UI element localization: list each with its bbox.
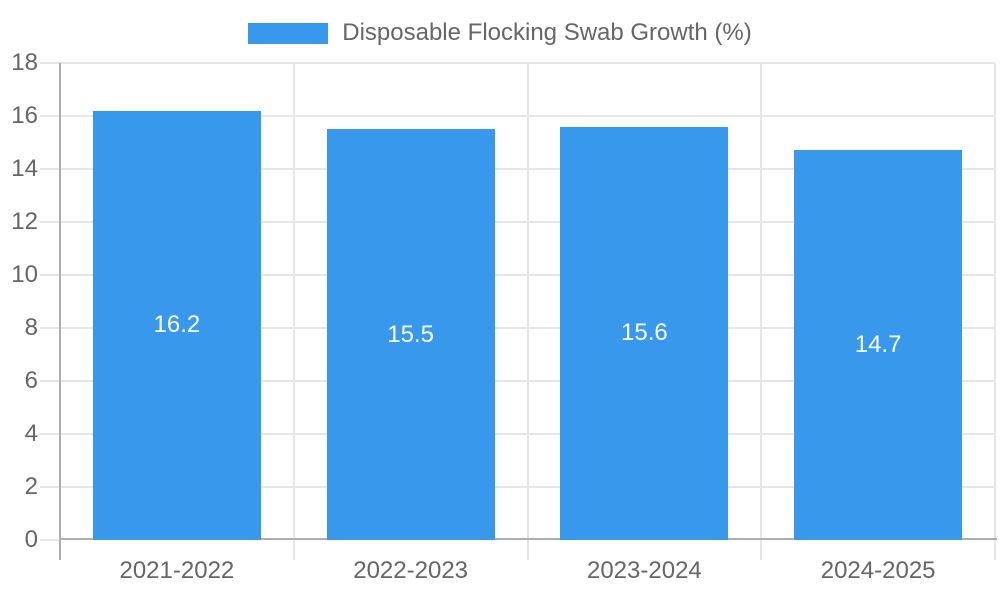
y-tick-label: 16 <box>11 102 38 129</box>
plot-area: 16.2 15.5 15.6 14.7 <box>40 62 997 560</box>
y-tick-label: 6 <box>24 367 38 394</box>
x-gridline <box>760 63 763 560</box>
y-tick-label: 14 <box>11 155 38 182</box>
y-tick-mark <box>40 486 60 488</box>
chart-legend[interactable]: Disposable Flocking Swab Growth (%) <box>0 19 1000 47</box>
y-tick-mark <box>40 168 60 170</box>
y-tick-label: 4 <box>24 420 38 447</box>
y-tick-label: 10 <box>11 261 38 288</box>
x-gridline <box>994 63 996 560</box>
y-tick-label: 2 <box>24 473 38 500</box>
y-tick-label: 18 <box>11 49 38 76</box>
x-tick-label: 2022-2023 <box>353 557 469 584</box>
x-gridline <box>526 63 529 560</box>
x-tick-label: 2021-2022 <box>119 557 235 584</box>
y-tick-mark <box>40 327 60 329</box>
y-tick-mark <box>40 433 60 435</box>
bar-2022-2023[interactable] <box>326 129 495 540</box>
x-tick-label: 2024-2025 <box>820 557 936 584</box>
y-tick-mark <box>40 115 60 117</box>
y-tick-label: 12 <box>11 208 38 235</box>
x-gridline <box>292 63 295 560</box>
y-tick-label: 8 <box>24 314 38 341</box>
y-tick-mark <box>40 221 60 223</box>
y-tick-mark <box>40 274 60 276</box>
y-tick-mark <box>40 539 60 541</box>
bar-2024-2025[interactable] <box>794 150 963 540</box>
legend-series-label: Disposable Flocking Swab Growth (%) <box>342 19 752 46</box>
bar-2021-2022[interactable] <box>92 110 261 540</box>
x-tick-label: 2023-2024 <box>586 557 702 584</box>
legend-swatch <box>248 22 329 44</box>
x-axis-line <box>59 538 997 540</box>
bar-2023-2024[interactable] <box>560 126 729 540</box>
y-tick-label: 0 <box>24 526 38 553</box>
y-tick-mark <box>40 380 60 382</box>
y-tick-mark <box>40 62 60 64</box>
y-axis-line <box>59 63 61 560</box>
